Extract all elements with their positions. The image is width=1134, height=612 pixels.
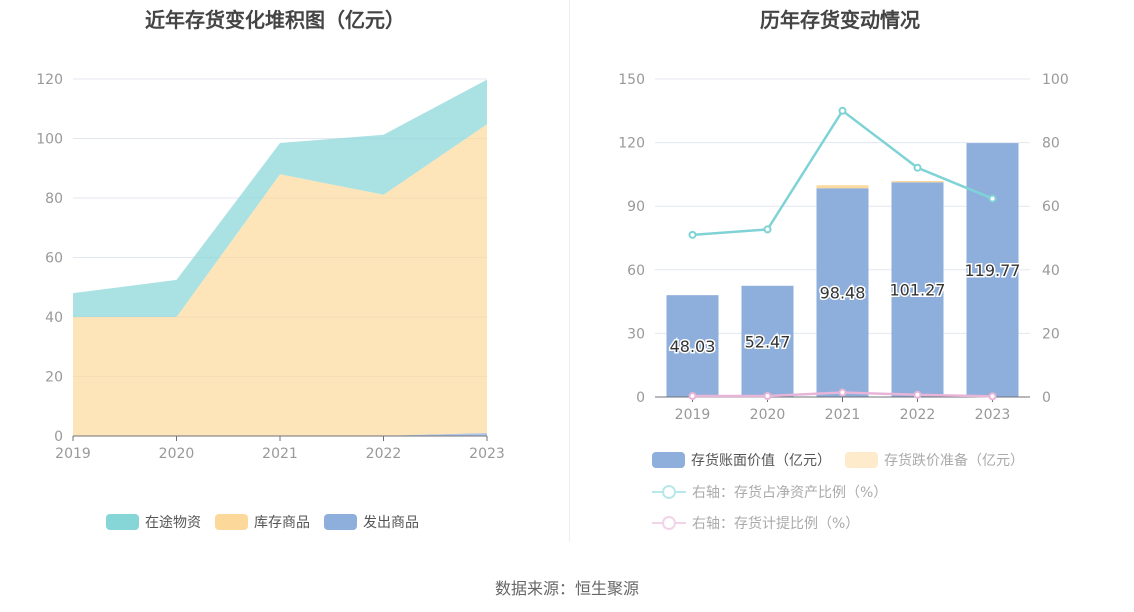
bar-label: 48.03 xyxy=(670,337,716,356)
legend-swatch xyxy=(324,514,357,530)
line-point xyxy=(913,390,922,399)
y-tick-label: 0 xyxy=(636,390,645,406)
line-point xyxy=(688,230,697,239)
legend-swatch xyxy=(106,514,139,530)
legend-item-发出商品[interactable]: 发出商品 xyxy=(324,512,419,532)
y-tick-label: 30 xyxy=(627,326,645,342)
legend-label: 存货跌价准备（亿元） xyxy=(884,453,1024,469)
y-tick-label: 0 xyxy=(54,429,63,445)
left-chart-title: 近年存货变化堆积图（亿元） xyxy=(145,8,405,32)
x-tick-label: 2022 xyxy=(900,407,936,423)
bar-label: 98.48 xyxy=(820,284,866,303)
x-tick-label: 2022 xyxy=(366,446,402,462)
bar-label: 52.47 xyxy=(745,332,791,351)
right-legend-row1: 存货账面价值（亿元） 存货跌价准备（亿元） xyxy=(652,450,1038,470)
y2-tick-label: 60 xyxy=(1042,199,1060,215)
legend-item-net-asset-ratio[interactable]: 右轴：存货占净资产比例（%） xyxy=(652,482,887,502)
x-tick-label: 2019 xyxy=(55,446,91,462)
bar-book-value xyxy=(741,285,794,397)
legend-swatch xyxy=(845,452,878,468)
divider xyxy=(569,0,570,542)
line-point xyxy=(763,225,772,234)
bar-book-value xyxy=(816,188,869,397)
x-tick-label: 2023 xyxy=(469,446,505,462)
x-tick-label: 2021 xyxy=(262,446,298,462)
data-source: 数据来源：恒生聚源 xyxy=(494,579,639,598)
y-tick-label: 80 xyxy=(45,191,63,207)
left-legend: 在途物资 库存商品 发出商品 xyxy=(106,512,433,532)
line-point xyxy=(838,106,847,115)
y2-tick-label: 0 xyxy=(1042,390,1051,406)
legend-item-provision-ratio[interactable]: 右轴：存货计提比例（%） xyxy=(652,513,859,533)
bar-impairment xyxy=(816,185,869,189)
legend-label: 在途物资 xyxy=(145,515,201,531)
y-tick-label: 20 xyxy=(45,370,63,386)
bar-impairment xyxy=(891,181,944,183)
x-tick-label: 2023 xyxy=(975,407,1011,423)
y-tick-label: 100 xyxy=(36,132,63,148)
x-tick-label: 2021 xyxy=(825,407,861,423)
legend-label: 存货账面价值（亿元） xyxy=(691,453,831,469)
y-tick-label: 120 xyxy=(618,136,645,152)
line-point xyxy=(988,194,997,203)
line-point xyxy=(688,392,697,401)
y-tick-label: 60 xyxy=(45,251,63,267)
legend-swatch xyxy=(215,514,248,530)
bar-label: 101.27 xyxy=(890,281,946,300)
line-point xyxy=(763,392,772,401)
y-tick-label: 90 xyxy=(627,199,645,215)
legend-swatch xyxy=(652,452,685,468)
legend-label: 右轴：存货计提比例（%） xyxy=(692,516,860,532)
y-tick-label: 120 xyxy=(36,72,63,88)
line-point xyxy=(988,392,997,401)
legend-item-book-value[interactable]: 存货账面价值（亿元） xyxy=(652,450,831,470)
y-tick-label: 40 xyxy=(45,310,63,326)
bar-book-value xyxy=(666,295,719,397)
x-tick-label: 2020 xyxy=(750,407,786,423)
bar-book-value xyxy=(966,143,1019,397)
legend-item-库存商品[interactable]: 库存商品 xyxy=(215,512,310,532)
legend-label: 发出商品 xyxy=(363,515,419,531)
y-tick-label: 60 xyxy=(627,263,645,279)
line-point xyxy=(838,388,847,397)
right-chart-title: 历年存货变动情况 xyxy=(760,8,920,32)
area-在途物资 xyxy=(73,79,487,317)
legend-item-impairment[interactable]: 存货跌价准备（亿元） xyxy=(845,450,1024,470)
legend-label: 右轴：存货占净资产比例（%） xyxy=(692,485,888,501)
line-point xyxy=(913,163,922,172)
area-库存商品 xyxy=(73,124,487,436)
x-tick-label: 2019 xyxy=(675,407,711,423)
line-circle-icon xyxy=(652,516,686,530)
legend-label: 库存商品 xyxy=(254,515,310,531)
bar-book-value xyxy=(891,182,944,397)
y2-tick-label: 100 xyxy=(1042,72,1069,88)
line-circle-icon xyxy=(652,485,686,499)
bar-label: 119.77 xyxy=(965,261,1021,280)
y-tick-label: 150 xyxy=(618,72,645,88)
y2-tick-label: 80 xyxy=(1042,136,1060,152)
legend-item-在途物资[interactable]: 在途物资 xyxy=(106,512,201,532)
y2-tick-label: 40 xyxy=(1042,263,1060,279)
y2-tick-label: 20 xyxy=(1042,326,1060,342)
x-tick-label: 2020 xyxy=(159,446,195,462)
